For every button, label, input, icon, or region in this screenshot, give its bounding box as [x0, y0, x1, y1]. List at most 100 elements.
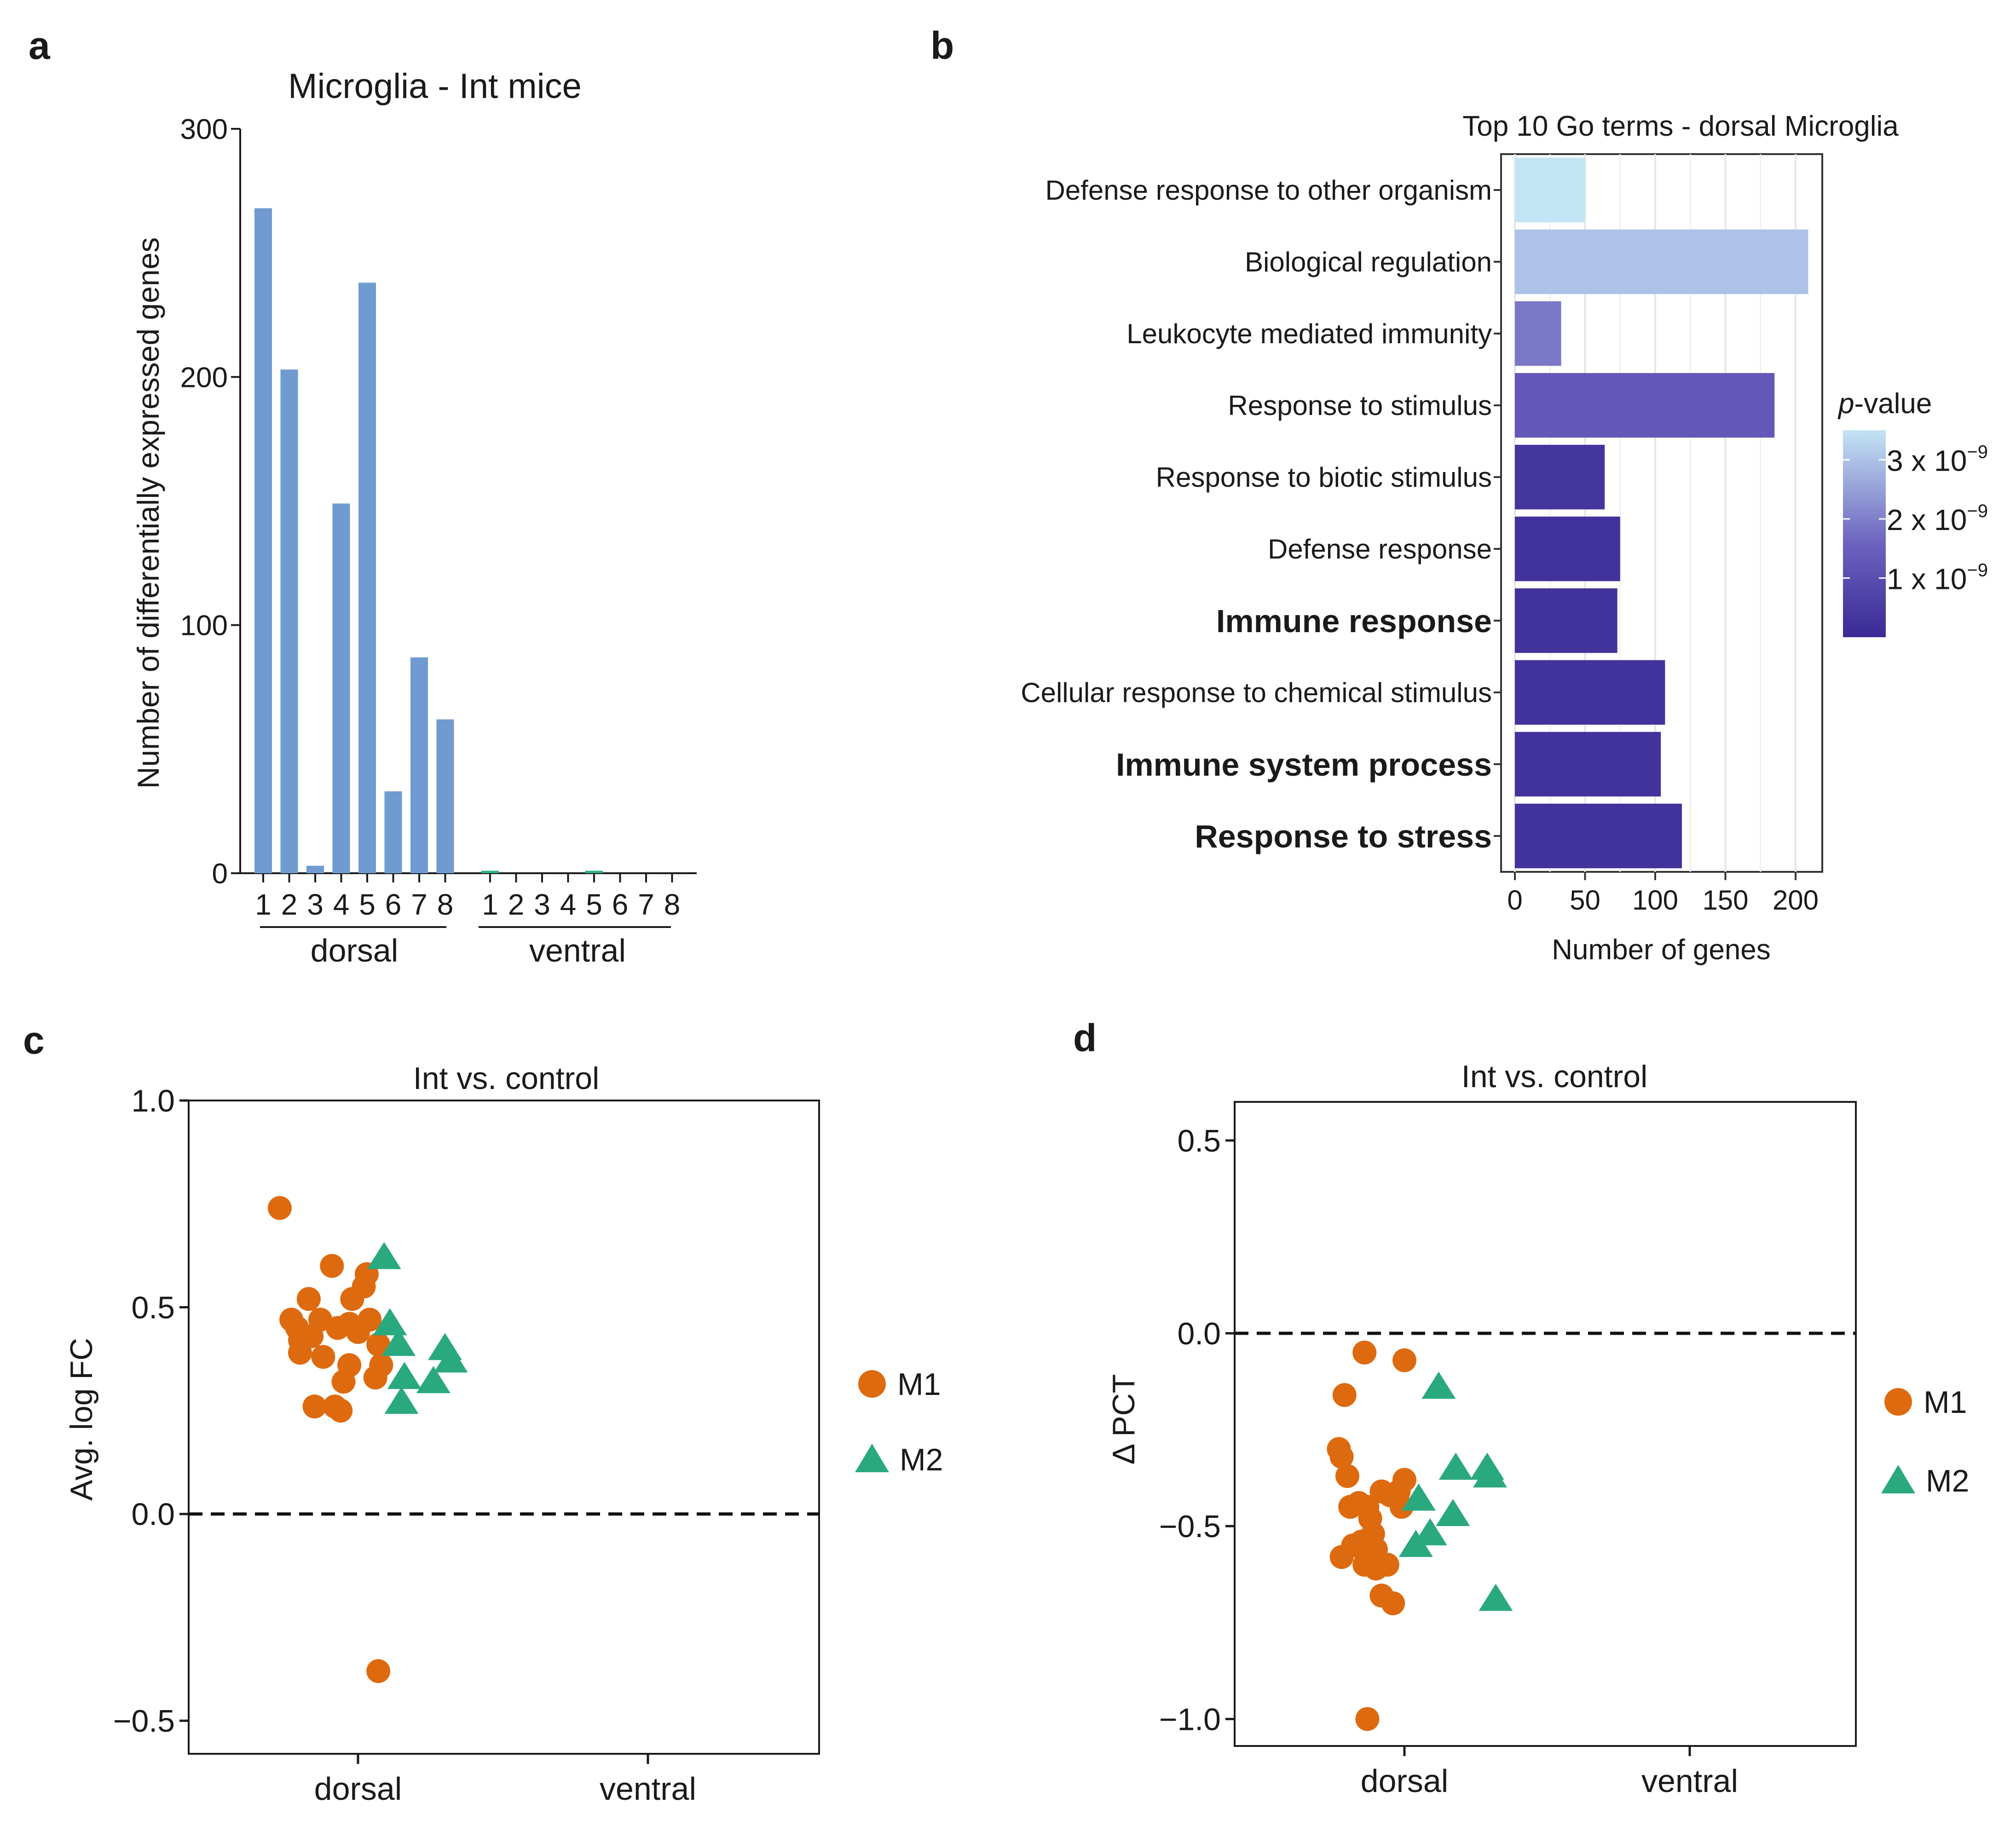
go-term-bar	[1515, 157, 1585, 223]
x-tick-label: 5	[586, 888, 602, 921]
legend-label-m1: M1	[897, 1367, 941, 1402]
x-tick-label: 7	[638, 888, 654, 921]
legend-label-m2: M2	[1926, 1463, 1969, 1498]
go-term-label: Biological regulation	[1245, 247, 1492, 277]
panel-label-d: d	[1073, 1016, 1097, 1060]
legend-label-m1: M1	[1924, 1385, 1967, 1420]
pvalue-legend-title-rest: -value	[1854, 388, 1932, 420]
x-tick-label: 3	[534, 888, 550, 921]
x-tick-label: 6	[612, 888, 629, 921]
x-tick-label: 1	[482, 888, 498, 921]
panel-label-b: b	[930, 24, 954, 67]
go-term-label: Defense response	[1268, 534, 1492, 565]
point-m2	[373, 1308, 407, 1336]
bar-dorsal-2	[280, 369, 298, 873]
point-m1	[337, 1353, 362, 1377]
chart-c-ylabel: Avg. log FC	[64, 1338, 99, 1501]
x-tick-label: 4	[333, 888, 350, 921]
chart-d-plot-area	[1234, 1101, 1857, 1747]
x-tick-label: 200	[1773, 885, 1819, 916]
y-tick-label: 200	[180, 362, 228, 393]
colorbar-label-exponent: −9	[1967, 560, 1988, 580]
bar-dorsal-4	[332, 503, 350, 873]
x-tick-label: 150	[1702, 885, 1748, 916]
bar-dorsal-6	[384, 791, 402, 873]
y-tick-label: 100	[180, 610, 228, 642]
chart-c-title: Int vs. control	[413, 1061, 599, 1096]
chart-b-xlabel: Number of genes	[1552, 934, 1771, 966]
legend-marker-m2	[855, 1444, 889, 1472]
legend-marker-m2	[1881, 1465, 1915, 1493]
legend-marker-m1	[1884, 1388, 1912, 1416]
panel-d-scatter: Int vs. control Δ PCT 0.5 0.0 −0.5 −1.0 dors…	[1106, 1059, 1969, 1799]
x-tick-label: ventral	[1641, 1763, 1738, 1799]
colorbar-label: 3 x 10−9	[1887, 442, 1988, 477]
bar-ventral-5	[585, 870, 603, 873]
point-m2	[1438, 1452, 1473, 1480]
go-term-bar	[1515, 803, 1682, 869]
go-term-bar	[1515, 660, 1665, 725]
pvalue-legend-title-italic: p	[1837, 388, 1854, 420]
chart-c-plot-area	[188, 1100, 820, 1755]
chart-a-ylabel: Number of differentially expressed genes	[131, 237, 165, 789]
colorbar-label-exponent: −9	[1967, 442, 1988, 462]
x-tick-label: dorsal	[314, 1771, 402, 1807]
x-tick-label: 50	[1570, 885, 1600, 916]
go-term-bar	[1515, 301, 1561, 366]
go-term-label: Response to stimulus	[1228, 390, 1492, 421]
y-tick-label: 0.5	[131, 1290, 175, 1325]
point-m1	[1355, 1707, 1380, 1731]
point-m2	[1398, 1530, 1433, 1557]
point-m2	[1479, 1584, 1513, 1611]
panel-b-go-terms-chart: Top 10 Go terms - dorsal Microglia Defen…	[1021, 110, 1988, 966]
x-tick-label: 8	[437, 888, 454, 921]
colorbar-label: 1 x 10−9	[1887, 560, 1988, 595]
x-tick-label: 2	[508, 888, 525, 921]
colorbar-label: 2 x 10−9	[1887, 501, 1988, 536]
x-tick-label: 6	[385, 888, 402, 921]
point-m2	[381, 1329, 416, 1356]
point-m1	[1335, 1464, 1359, 1488]
group-label-ventral: ventral	[529, 933, 626, 968]
bar-dorsal-3	[306, 865, 324, 873]
x-tick-label: 1	[255, 888, 271, 921]
point-m1	[1389, 1495, 1414, 1519]
go-term-bar	[1515, 373, 1775, 438]
point-m1	[1375, 1552, 1399, 1577]
go-term-label: Cellular response to chemical stimulus	[1021, 677, 1492, 708]
point-m1	[1332, 1383, 1357, 1407]
pvalue-colorbar	[1843, 430, 1886, 637]
y-tick-label: 0	[212, 858, 228, 890]
point-m2	[367, 1242, 401, 1269]
point-m1	[302, 1394, 327, 1419]
bar-ventral-1	[481, 870, 499, 873]
x-tick-label: dorsal	[1361, 1763, 1449, 1799]
point-m1	[358, 1308, 382, 1332]
panel-label-a: a	[29, 24, 51, 67]
go-term-label: Immune system process	[1116, 747, 1492, 783]
go-term-bar	[1515, 229, 1808, 294]
point-m1	[311, 1345, 335, 1369]
point-m1	[366, 1332, 391, 1357]
point-m1	[1329, 1545, 1354, 1569]
go-term-bar	[1515, 732, 1661, 797]
point-m2	[433, 1345, 468, 1373]
point-m1	[329, 1399, 353, 1423]
point-m2	[1421, 1371, 1456, 1399]
chart-b-title: Top 10 Go terms - dorsal Microglia	[1462, 110, 1899, 142]
point-m2	[387, 1362, 422, 1389]
y-tick-label: 300	[180, 114, 228, 145]
y-tick-label: 0.5	[1177, 1124, 1221, 1158]
group-label-dorsal: dorsal	[311, 933, 399, 968]
x-tick-label: 2	[281, 888, 298, 921]
y-tick-label: 0.0	[1177, 1316, 1221, 1351]
x-tick-label: 3	[307, 888, 323, 921]
panel-label-c: c	[23, 1019, 45, 1062]
go-term-bar	[1515, 588, 1617, 653]
y-tick-label: −0.5	[113, 1704, 175, 1739]
bar-dorsal-5	[358, 282, 376, 873]
y-tick-label: 1.0	[131, 1083, 175, 1118]
chart-d-title: Int vs. control	[1461, 1059, 1647, 1094]
legend-marker-m1	[858, 1370, 886, 1398]
